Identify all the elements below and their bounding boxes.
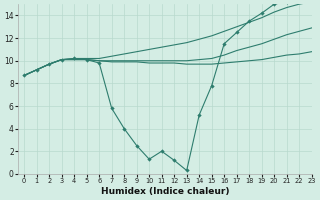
X-axis label: Humidex (Indice chaleur): Humidex (Indice chaleur): [100, 187, 229, 196]
